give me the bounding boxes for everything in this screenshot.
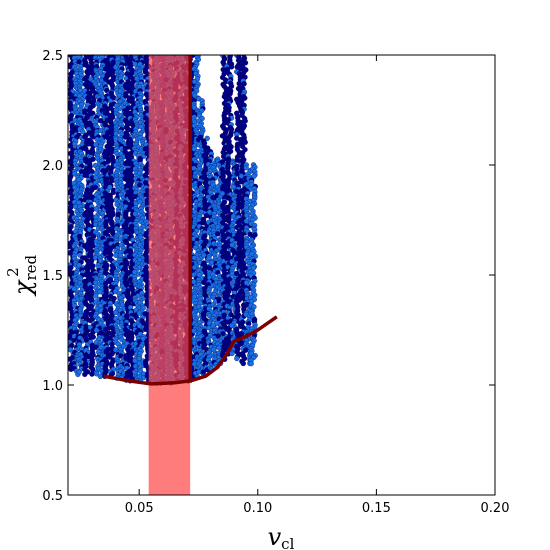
x-axis-label-subscript: cl	[281, 535, 294, 550]
x-tick-label: 0.05	[125, 501, 154, 516]
y-axis-label-subscript: red	[22, 255, 40, 281]
y-axis-label-main: χ	[9, 279, 37, 297]
x-tick-label: 0.10	[243, 501, 272, 516]
data-point	[88, 264, 94, 270]
y-tick-label: 2.5	[42, 49, 63, 64]
data-point	[88, 211, 94, 217]
data-point	[82, 172, 89, 179]
data-point	[98, 344, 104, 350]
x-axis-label-main: v	[268, 523, 282, 550]
data-point	[248, 360, 254, 367]
data-point	[76, 369, 82, 375]
data-point	[77, 93, 83, 99]
data-point	[82, 109, 88, 116]
confidence-band	[148, 55, 191, 495]
y-tick-label: 1.5	[42, 269, 63, 284]
data-point	[71, 286, 77, 292]
x-tick-label: 0.20	[481, 501, 510, 516]
x-tick-label: 0.15	[362, 501, 391, 516]
data-point	[97, 373, 104, 380]
data-point	[76, 262, 82, 268]
data-point	[93, 293, 99, 299]
data-point	[80, 129, 86, 135]
data-point	[88, 305, 94, 311]
y-tick-label: 0.5	[42, 489, 63, 504]
data-point	[68, 190, 73, 196]
data-point	[234, 355, 240, 362]
data-point	[92, 184, 99, 191]
band-rect	[148, 55, 191, 495]
y-tick-label: 1.0	[42, 379, 63, 394]
data-point	[215, 224, 221, 230]
data-point	[229, 350, 235, 357]
data-point	[93, 206, 99, 212]
data-point	[93, 174, 99, 181]
y-tick-label: 2.0	[42, 159, 63, 174]
data-point	[117, 252, 124, 259]
data-point	[243, 280, 250, 286]
data-point	[214, 231, 221, 237]
data-point	[94, 371, 100, 377]
y-axis-label-superscript: 2	[4, 267, 22, 277]
data-point	[200, 369, 207, 375]
data-point	[76, 59, 82, 65]
data-point	[68, 334, 73, 341]
data-point	[68, 356, 73, 362]
data-point	[82, 371, 88, 378]
data-point	[240, 360, 246, 367]
data-point	[243, 165, 249, 171]
